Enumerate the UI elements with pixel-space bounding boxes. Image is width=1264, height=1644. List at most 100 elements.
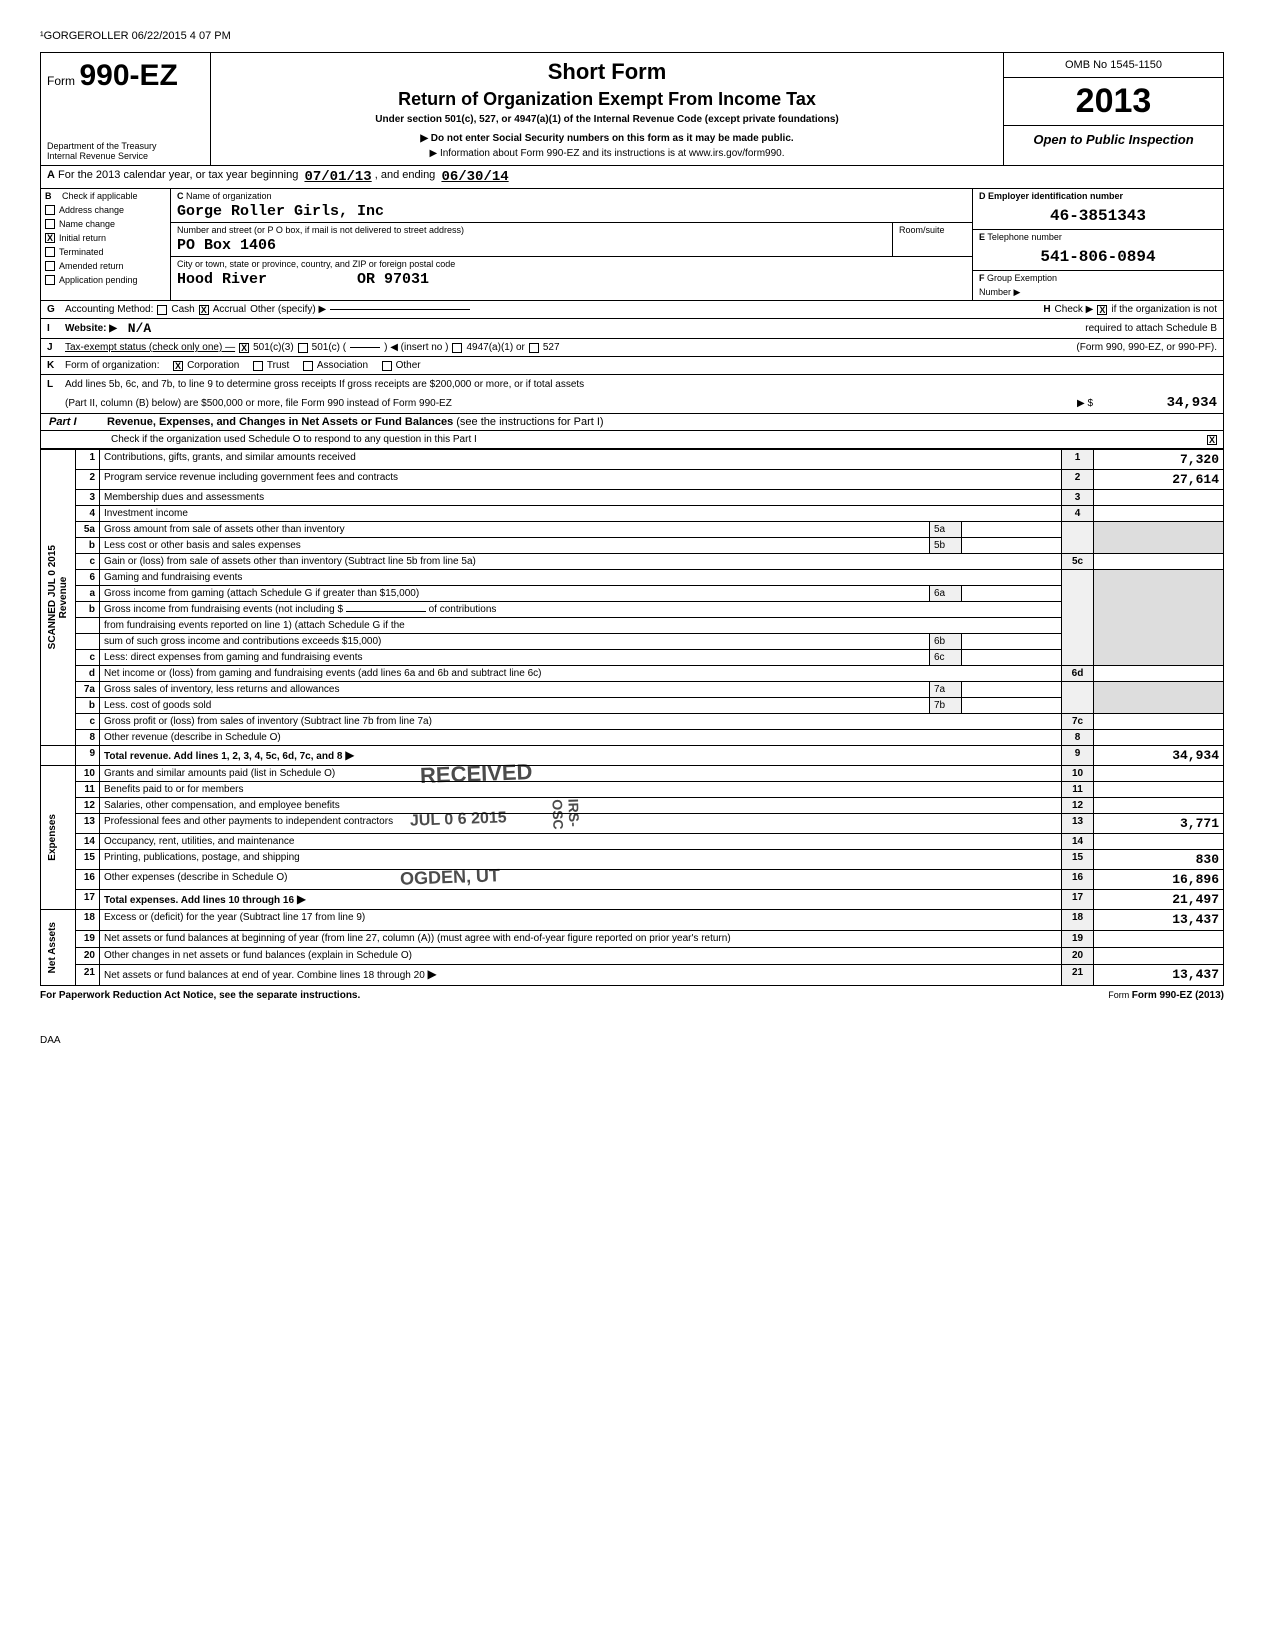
line21-val: 13,437 [1094,965,1224,986]
dept-info: Department of the Treasury Internal Reve… [47,141,157,161]
line-a-date1: 07/01/13 [304,169,371,185]
checkbox-501c3[interactable]: X [239,343,249,353]
part1-title: Revenue, Expenses, and Changes in Net As… [107,416,453,428]
checkbox-schedule-o[interactable]: X [1207,435,1217,445]
g-accrual: Accrual [213,304,246,315]
line18-val: 13,437 [1094,910,1224,931]
form-prefix: Form [47,74,75,88]
line4-val [1094,506,1224,522]
checkbox-amended[interactable] [45,261,55,271]
col-d: D Employer identification number 46-3851… [973,189,1223,300]
subtitle: Under section 501(c), 527, or 4947(a)(1)… [223,114,991,125]
org-name: Gorge Roller Girls, Inc [171,203,972,222]
checkbox-name[interactable] [45,219,55,229]
line20-val [1094,948,1224,965]
section-bcd: B Check if applicable Address change Nam… [40,189,1224,301]
line3-val [1094,490,1224,506]
k-trust: Trust [267,360,289,371]
checkbox-pending[interactable] [45,275,55,285]
j-label: J [47,342,61,353]
line-a-date2: 06/30/14 [441,169,508,185]
j-opt3: 4947(a)(1) or [466,342,524,353]
line-a-label: A [47,169,55,185]
l-arrow: ▶ $ [1077,398,1093,409]
i-text: Website: ▶ [65,323,117,334]
line-l-1: L Add lines 5b, 6c, and 7b, to line 9 to… [40,375,1224,393]
checkbox-other-org[interactable] [382,361,392,371]
checkbox-501c[interactable] [298,343,308,353]
j-text: Tax-exempt status (check only one) — [65,342,235,353]
checkbox-cash[interactable] [157,305,167,315]
received-stamp: RECEIVED [420,759,533,789]
checkbox-trust[interactable] [253,361,263,371]
line5c-val [1094,554,1224,570]
line-j: J Tax-exempt status (check only one) — X… [40,339,1224,357]
checkbox-corp[interactable]: X [173,361,183,371]
checkbox-terminated[interactable] [45,247,55,257]
line-a: A For the 2013 calendar year, or tax yea… [40,166,1224,189]
line6b-desc1: Gross income from fundraising events (no… [104,604,343,615]
col-c: C Name of organization Gorge Roller Girl… [171,189,973,300]
f-sub: Number ▶ [973,285,1223,300]
g-text: Accounting Method: [65,304,153,315]
line6b-desc3: from fundraising events reported on line… [100,618,1062,634]
part1-check-text: Check if the organization used Schedule … [111,434,477,445]
line9-desc: Total revenue. Add lines 1, 2, 3, 4, 5c,… [104,751,342,762]
h-text4: (Form 990, 990-EZ, or 990-PF). [1076,342,1217,353]
b-item-3: Terminated [59,247,104,257]
part1-desc: Revenue, Expenses, and Changes in Net As… [101,414,1223,430]
net-assets-side-label: Net Assets [41,910,76,986]
line-a-text1: For the 2013 calendar year, or tax year … [58,169,298,185]
k-corp: Corporation [187,360,239,371]
street-label: Number and street (or P O box, if mail i… [171,223,892,237]
line-g-h: G Accounting Method: Cash XAccrual Other… [40,301,1224,319]
form-right: OMB No 1545-1150 2013 Open to Public Ins… [1003,53,1223,165]
line-i: I Website: ▶ N/A required to attach Sche… [40,319,1224,339]
form-left: Form 990-EZ Department of the Treasury I… [41,53,211,165]
line-k: K Form of organization: XCorporation Tru… [40,357,1224,375]
checkbox-527[interactable] [529,343,539,353]
checkbox-address[interactable] [45,205,55,215]
ogden-stamp: OGDEN, UT [400,865,501,889]
checkbox-assoc[interactable] [303,361,313,371]
f-header: Group Exemption [987,273,1057,283]
dept1: Department of the Treasury [47,141,157,151]
checkbox-h[interactable]: X [1097,305,1107,315]
line6b-desc2: of contributions [429,604,497,615]
line-l-2: (Part II, column (B) below) are $500,000… [40,393,1224,414]
expenses-side-label: Expenses [41,766,76,910]
d-header: Employer identification number [988,191,1123,201]
line6a-desc: Gross income from gaming (attach Schedul… [100,586,930,602]
b-item-1: Name change [59,219,115,229]
notice: ▶ Do not enter Social Security numbers o… [223,133,991,144]
d-label: D [979,191,986,201]
main-data-table: SCANNED JUL 0 2015Revenue 1Contributions… [40,449,1224,986]
b-check-label: Check if applicable [62,191,138,201]
checkbox-accrual[interactable]: X [199,305,209,315]
line6b-desc4: sum of such gross income and contributio… [100,634,930,650]
line7c-val [1094,714,1224,730]
l-text2: (Part II, column (B) below) are $500,000… [65,398,452,409]
footer-left: For Paperwork Reduction Act Notice, see … [40,990,360,1001]
checkbox-4947[interactable] [452,343,462,353]
line7b-desc: Less. cost of goods sold [100,698,930,714]
line5a-desc: Gross amount from sale of assets other t… [100,522,930,538]
line16-val: 16,896 [1094,870,1224,890]
line1-desc: Contributions, gifts, grants, and simila… [100,450,1062,470]
part1-header: Part I Revenue, Expenses, and Changes in… [40,414,1224,431]
line-a-text2: , and ending [375,169,436,185]
form-center: Short Form Return of Organization Exempt… [211,53,1003,165]
line21-desc: Net assets or fund balances at end of ye… [104,970,425,981]
c-name-label: Name of organization [186,191,272,201]
part1-check: Check if the organization used Schedule … [40,431,1224,449]
g-other-line [330,309,470,310]
line9-val: 34,934 [1094,746,1224,766]
line14-val [1094,834,1224,850]
line5b-desc: Less cost or other basis and sales expen… [100,538,930,554]
g-cash: Cash [171,304,194,315]
line4-desc: Investment income [100,506,1062,522]
line3-desc: Membership dues and assessments [100,490,1062,506]
line15-desc: Printing, publications, postage, and shi… [100,850,1062,870]
b-item-4: Amended return [59,261,124,271]
checkbox-initial[interactable]: X [45,233,55,243]
